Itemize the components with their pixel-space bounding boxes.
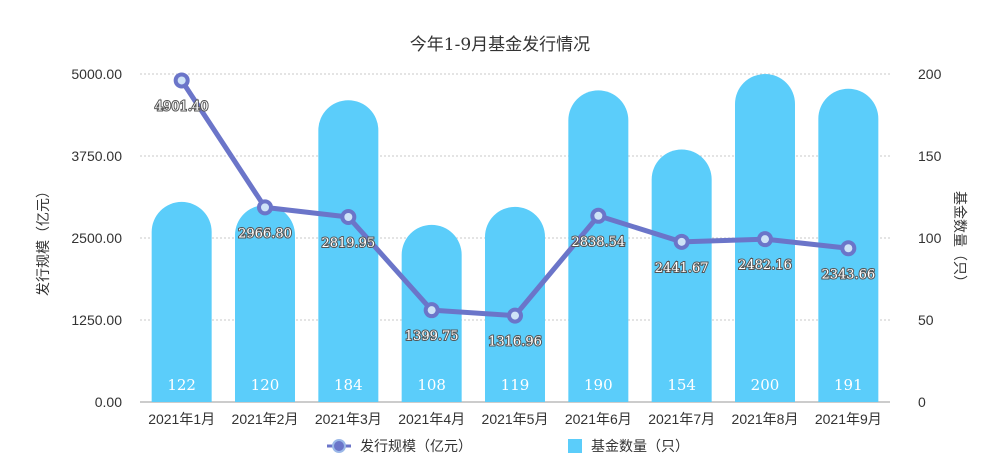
legend-bar-swatch [568, 439, 582, 453]
x-axis-ticks: 2021年1月 2021年2月 2021年3月 2021年4月 2021年5月 2021年… [148, 411, 882, 427]
line-point-inner [511, 311, 519, 320]
x-tick-label: 2021年1月 [148, 411, 215, 427]
x-tick-label: 2021年8月 [732, 411, 799, 427]
left-tick-label: 1250.00 [71, 312, 122, 328]
line-value-label: 2838.54 [571, 235, 625, 250]
bar-value-label: 120 [251, 376, 280, 394]
x-tick-label: 2021年2月 [232, 411, 299, 427]
bar[interactable] [651, 149, 712, 402]
legend-label-line: 发行规模（亿元） [360, 439, 472, 455]
line-point-inner [761, 235, 769, 244]
line-point-inner [594, 211, 603, 220]
line-value-label: 2482.16 [738, 258, 792, 273]
chart-title: 今年1-9月基金发行情况 [410, 35, 590, 55]
left-axis-title: 发行规模（亿元） [36, 184, 52, 296]
bar[interactable] [235, 205, 295, 402]
right-tick-label: 200 [918, 66, 942, 82]
right-axis-ticks: 0 50 100 150 200 [918, 66, 942, 410]
line-point-inner [677, 237, 686, 246]
bar[interactable] [318, 100, 379, 402]
right-tick-label: 50 [918, 312, 934, 328]
line-value-label: 1399.75 [405, 329, 459, 344]
x-tick-label: 2021年5月 [482, 411, 549, 427]
legend: 发行规模（亿元） 基金数量（只） [327, 438, 689, 455]
bar-value-label: 122 [167, 376, 196, 394]
bar-labels: 122 120 184 108 119 190 154 200 191 [167, 376, 862, 394]
bar-value-label: 184 [334, 376, 363, 394]
bar[interactable] [485, 206, 545, 402]
left-tick-label: 3750.00 [71, 148, 122, 164]
x-tick-label: 2021年9月 [815, 411, 882, 427]
line-point-inner [844, 244, 853, 253]
line-value-label: 4901.40 [155, 99, 209, 114]
bar-value-label: 154 [667, 376, 696, 394]
left-tick-label: 2500.00 [71, 230, 122, 246]
left-axis-ticks: 0.00 1250.00 2500.00 3750.00 5000.00 [71, 66, 122, 410]
bar[interactable] [151, 201, 212, 402]
bar-value-label: 191 [834, 376, 863, 394]
bar-series [151, 74, 879, 402]
x-tick-label: 2021年3月 [315, 411, 382, 427]
line-labels: 4901.40 2966.80 2819.95 1399.75 1316.96 2838.… [154, 98, 876, 350]
legend-item-line[interactable]: 发行规模（亿元） [327, 439, 472, 455]
right-tick-label: 100 [918, 230, 942, 246]
line-value-label: 2966.80 [238, 226, 292, 241]
bar-value-label: 119 [501, 376, 530, 394]
line-value-label: 2343.66 [821, 267, 875, 282]
line-point-inner [261, 203, 269, 212]
bar-value-label: 190 [584, 376, 613, 394]
bar[interactable] [568, 90, 629, 402]
x-tick-label: 2021年7月 [648, 411, 715, 427]
line-point-inner [177, 76, 186, 85]
right-axis-title: 基金数量（只） [951, 191, 968, 289]
bar-value-label: 200 [751, 376, 780, 394]
line-point-inner [427, 306, 436, 315]
line-point-inner [344, 213, 353, 222]
line-value-label: 1316.96 [488, 335, 542, 350]
bar-value-label: 108 [417, 376, 446, 394]
legend-label-bar: 基金数量（只） [591, 438, 689, 455]
x-tick-label: 2021年6月 [565, 411, 632, 427]
legend-line-marker [332, 439, 346, 453]
left-tick-label: 0.00 [95, 394, 122, 410]
x-tick-label: 2021年4月 [398, 411, 465, 427]
line-value-label: 2441.67 [655, 261, 709, 276]
right-tick-label: 0 [918, 394, 926, 410]
legend-item-bar[interactable]: 基金数量（只） [568, 438, 689, 455]
left-tick-label: 5000.00 [71, 66, 122, 82]
line-series [173, 72, 857, 324]
line-value-label: 2819.95 [321, 236, 375, 251]
right-tick-label: 150 [918, 148, 942, 164]
